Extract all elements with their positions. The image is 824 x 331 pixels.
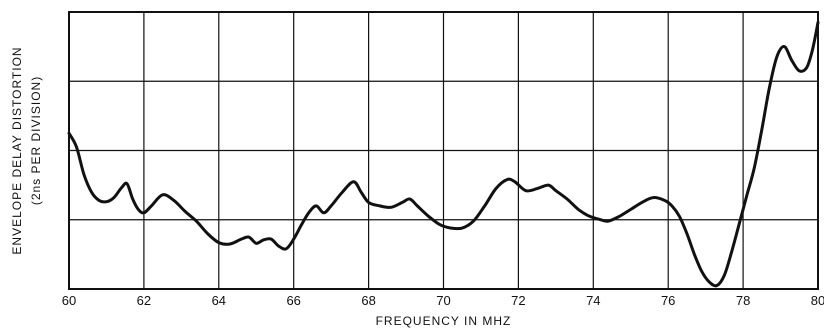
x-tick-label: 72: [511, 293, 525, 308]
x-tick-label: 70: [436, 293, 450, 308]
y-axis-label: ENVELOPE DELAY DISTORTION (2ns PER DIVIS…: [10, 46, 43, 254]
x-tick-label: 62: [137, 293, 151, 308]
y-axis-label-line-1: ENVELOPE DELAY DISTORTION: [10, 46, 24, 254]
x-tick-label: 64: [212, 293, 226, 308]
grid: [69, 12, 818, 289]
plot-frame: [68, 11, 819, 290]
x-tick-label: 66: [286, 293, 300, 308]
x-tick-label: 76: [661, 293, 675, 308]
x-tick-label: 60: [62, 293, 76, 308]
x-tick-label: 74: [586, 293, 600, 308]
x-axis-label: FREQUENCY IN MHZ: [376, 314, 512, 328]
x-tick-label: 80: [811, 293, 824, 308]
y-axis-label-line-2: (2ns PER DIVISION): [29, 76, 43, 205]
x-tick-labels: 60 62 64 66 68 70 72 74 76 78 80: [62, 293, 824, 308]
x-tick-label: 78: [736, 293, 750, 308]
x-tick-label: 68: [361, 293, 375, 308]
series-line-delay-distortion: [67, 20, 820, 288]
